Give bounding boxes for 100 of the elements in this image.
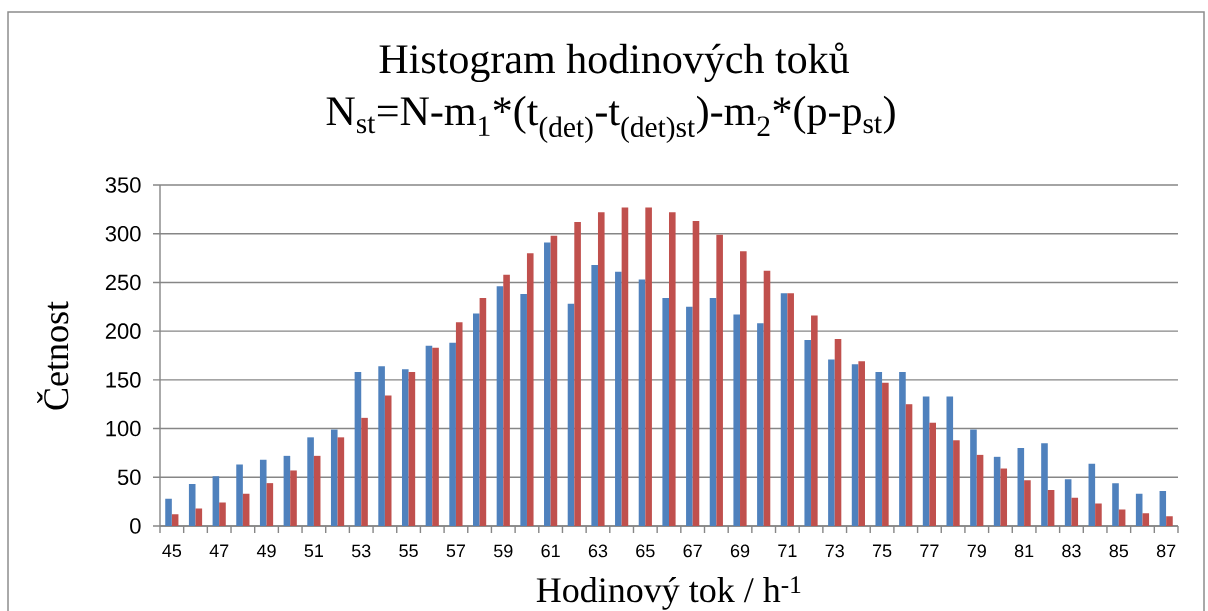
bar — [875, 372, 883, 526]
bar — [1071, 497, 1079, 526]
bar — [597, 212, 605, 526]
bar — [378, 366, 385, 526]
bar — [733, 314, 741, 526]
y-tick-label: 0 — [130, 518, 141, 534]
bar — [544, 242, 551, 526]
bar — [993, 456, 1001, 526]
x-tick-label: 49 — [256, 544, 276, 558]
bar — [212, 476, 220, 526]
x-tick-label: 85 — [1109, 544, 1129, 558]
y-tick-label: 300 — [105, 225, 141, 242]
bar — [401, 369, 409, 526]
bar — [787, 293, 794, 526]
bar — [307, 437, 314, 526]
x-tick-label: 71 — [778, 544, 797, 557]
bar — [455, 322, 463, 526]
bar — [337, 437, 345, 526]
bar — [1112, 483, 1119, 526]
bar — [740, 251, 747, 526]
bar — [709, 298, 717, 526]
bar — [591, 264, 598, 526]
bar — [479, 298, 487, 526]
bar — [242, 493, 250, 526]
chart-title: Histogram hodinových toků — [379, 42, 849, 83]
y-axis-title: Četnost — [37, 301, 69, 410]
x-tick-label: 67 — [683, 544, 702, 558]
bar — [432, 347, 439, 526]
bar — [290, 470, 297, 526]
bar — [662, 298, 669, 526]
x-tick-label: 55 — [399, 544, 418, 558]
x-tick-label: 47 — [209, 544, 229, 557]
bar — [905, 404, 913, 526]
x-tick-label: 73 — [825, 544, 844, 558]
bar — [259, 459, 267, 526]
bar — [858, 361, 865, 526]
bar — [354, 372, 362, 526]
x-tick-label: 59 — [493, 544, 513, 558]
bar — [645, 207, 652, 526]
bar — [970, 429, 977, 526]
x-axis-title: Hodinový tok / h$^{-1}$ — [536, 576, 801, 610]
bar — [384, 395, 392, 526]
x-tick-label: 45 — [162, 544, 182, 558]
bar — [638, 279, 646, 526]
bar — [449, 342, 456, 526]
bar — [1095, 503, 1102, 526]
bar — [188, 484, 196, 526]
bar — [496, 286, 504, 526]
bar — [804, 339, 812, 526]
bar — [763, 270, 771, 526]
x-tick-label: 63 — [588, 544, 608, 558]
bar — [811, 315, 818, 526]
bar — [503, 274, 510, 526]
bar — [1142, 513, 1150, 526]
bar — [621, 207, 629, 526]
text: -m$_{2}$*(p-p$_{st}$) — [711, 95, 895, 136]
bar — [1024, 480, 1031, 526]
bar — [899, 372, 906, 526]
bar — [946, 396, 954, 526]
bar — [929, 422, 937, 526]
bar — [669, 212, 676, 526]
bar — [171, 514, 179, 526]
bar — [567, 303, 575, 526]
bar — [615, 271, 622, 526]
bar — [882, 382, 889, 526]
bar — [1159, 490, 1167, 526]
bar — [757, 323, 764, 526]
bar — [313, 455, 321, 526]
y-tick-label: 350 — [105, 177, 141, 193]
x-tick-label: 83 — [1062, 544, 1081, 558]
y-tick-label: 50 — [117, 469, 141, 486]
x-tick-label: 87 — [1156, 544, 1176, 558]
bar — [520, 294, 527, 526]
bar — [716, 234, 723, 526]
y-tick-label: 100 — [106, 420, 141, 437]
x-tick-label: 65 — [636, 544, 655, 558]
bar — [1135, 493, 1143, 526]
bar — [408, 372, 416, 526]
bar — [1047, 489, 1055, 526]
text: N$_{st}$=N-m$_{1}$*(t$_{(det)}$-t$_{(det)st}$) — [326, 95, 708, 144]
bar — [330, 429, 338, 526]
bar — [425, 345, 433, 526]
bar — [361, 417, 368, 526]
bar — [922, 396, 930, 526]
bar — [828, 359, 835, 526]
bar — [526, 253, 534, 526]
x-tick-label: 77 — [920, 544, 939, 557]
bar — [953, 440, 960, 526]
bar — [574, 222, 581, 526]
bar — [851, 364, 859, 526]
bar — [1088, 463, 1096, 526]
x-tick-label: 61 — [541, 544, 560, 558]
x-tick-label: 69 — [730, 544, 750, 558]
y-tick-label: 200 — [105, 323, 141, 339]
y-tick-label: 150 — [106, 372, 141, 388]
bar — [236, 464, 243, 526]
bar — [692, 221, 700, 526]
x-tick-label: 75 — [872, 544, 892, 558]
bar — [283, 455, 291, 526]
bar — [165, 498, 172, 526]
